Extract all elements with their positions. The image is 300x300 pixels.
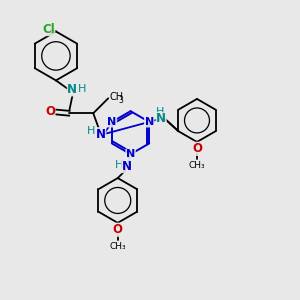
Text: N: N xyxy=(96,128,106,141)
Text: H: H xyxy=(87,126,95,136)
Text: H: H xyxy=(155,107,164,117)
Text: N: N xyxy=(145,117,154,127)
Text: N: N xyxy=(156,112,166,125)
Text: H: H xyxy=(115,160,123,170)
Text: O: O xyxy=(45,105,55,118)
Text: 3: 3 xyxy=(118,96,123,105)
Text: N: N xyxy=(68,83,77,96)
Text: CH₃: CH₃ xyxy=(189,161,205,170)
Text: Cl: Cl xyxy=(42,22,55,36)
Text: N: N xyxy=(126,149,135,159)
Text: H: H xyxy=(78,84,86,94)
Text: N: N xyxy=(107,117,117,127)
Text: CH: CH xyxy=(110,92,124,102)
Text: O: O xyxy=(113,223,123,236)
Text: N: N xyxy=(122,160,132,172)
Text: CH₃: CH₃ xyxy=(110,242,126,251)
Text: O: O xyxy=(192,142,202,155)
